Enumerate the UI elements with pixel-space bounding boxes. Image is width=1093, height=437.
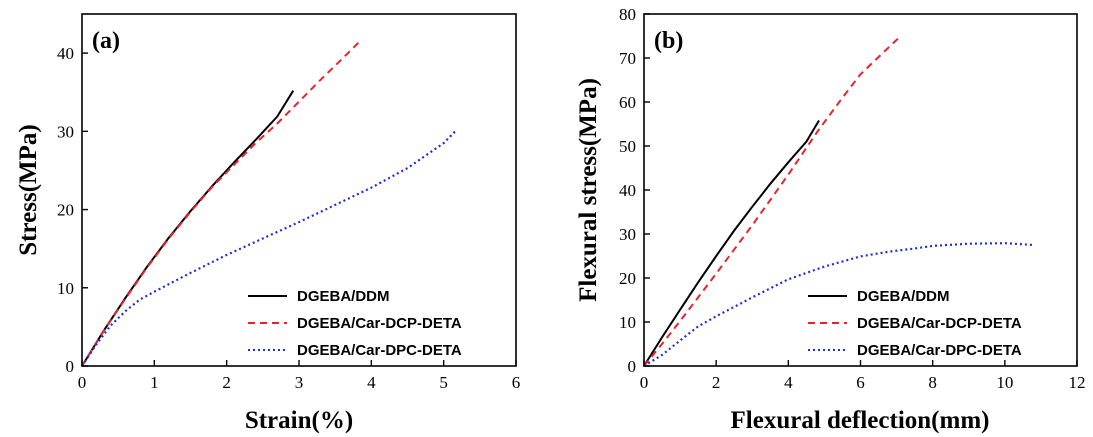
legend-text-a-2: DGEBA/Car-DPC-DETA <box>297 342 462 359</box>
x-tick-label: 12 <box>1069 373 1086 392</box>
x-tick-label: 1 <box>150 373 159 392</box>
plot-frame-b <box>643 13 1078 367</box>
x-tick-label: 10 <box>996 373 1013 392</box>
series-group-a <box>81 40 458 367</box>
y-ticks-a: 0 10 20 30 40 <box>57 44 88 376</box>
x-axis-title-a: Strain(%) <box>245 407 353 434</box>
series-group-b <box>643 37 1034 367</box>
y-tick-label: 30 <box>57 122 74 141</box>
x-tick-label: 5 <box>439 373 448 392</box>
x-tick-label: 8 <box>928 373 937 392</box>
legend-text-b-1: DGEBA/Car-DCP-DETA <box>857 315 1022 332</box>
series-line-a-1 <box>81 40 361 367</box>
panel-a: 0 1 2 3 4 5 6 0 10 20 30 40 (a) Strain(%) Stress(M… <box>15 13 521 434</box>
x-tick-label: 6 <box>856 373 865 392</box>
y-tick-label: 30 <box>619 225 636 244</box>
legend-text-a-1: DGEBA/Car-DCP-DETA <box>297 315 462 332</box>
y-tick-label: 80 <box>619 5 636 24</box>
x-ticks-a: 0 1 2 3 4 5 6 <box>78 360 521 392</box>
y-tick-label: 20 <box>619 269 636 288</box>
x-axis-title-b: Flexural deflection(mm) <box>731 407 990 434</box>
x-tick-label: 0 <box>78 373 87 392</box>
y-tick-label: 20 <box>57 201 74 220</box>
x-tick-label: 0 <box>640 373 649 392</box>
y-tick-label: 10 <box>619 313 636 332</box>
legend-a: DGEBA/DDM DGEBA/Car-DCP-DETA DGEBA/Car-D… <box>248 288 462 359</box>
legend-b: DGEBA/DDM DGEBA/Car-DCP-DETA DGEBA/Car-D… <box>808 288 1022 359</box>
y-tick-label: 0 <box>628 357 637 376</box>
y-ticks-b: 0 10 20 30 40 50 60 70 80 <box>619 5 650 376</box>
x-tick-label: 2 <box>222 373 231 392</box>
x-ticks-b: 0 2 4 6 8 10 12 <box>640 360 1086 392</box>
y-tick-label: 60 <box>619 93 636 112</box>
legend-text-b-2: DGEBA/Car-DPC-DETA <box>857 342 1022 359</box>
legend-text-b-0: DGEBA/DDM <box>857 288 950 305</box>
x-tick-label: 6 <box>512 373 521 392</box>
y-tick-label: 40 <box>619 181 636 200</box>
x-tick-label: 2 <box>712 373 721 392</box>
y-axis-title-b: Flexural stress(MPa) <box>575 78 602 302</box>
y-axis-title-a: Stress(MPa) <box>15 124 42 255</box>
x-tick-label: 4 <box>367 373 376 392</box>
panel-label-a: (a) <box>92 28 120 54</box>
plot-frame-a <box>81 13 517 367</box>
series-line-a-0 <box>81 90 295 367</box>
y-tick-label: 0 <box>66 357 75 376</box>
y-tick-label: 50 <box>619 137 636 156</box>
x-tick-label: 3 <box>295 373 304 392</box>
legend-text-a-0: DGEBA/DDM <box>297 288 390 305</box>
series-line-a-2 <box>81 129 458 367</box>
series-line-b-2 <box>643 242 1034 367</box>
series-line-b-0 <box>643 119 820 367</box>
y-tick-label: 40 <box>57 44 74 63</box>
y-tick-label: 70 <box>619 49 636 68</box>
panel-label-b: (b) <box>654 28 683 54</box>
panel-b: 0 2 4 6 8 10 12 0 10 20 30 40 50 60 70 80 (b) Flexural… <box>575 5 1086 434</box>
y-tick-label: 10 <box>57 279 74 298</box>
x-tick-label: 4 <box>784 373 793 392</box>
